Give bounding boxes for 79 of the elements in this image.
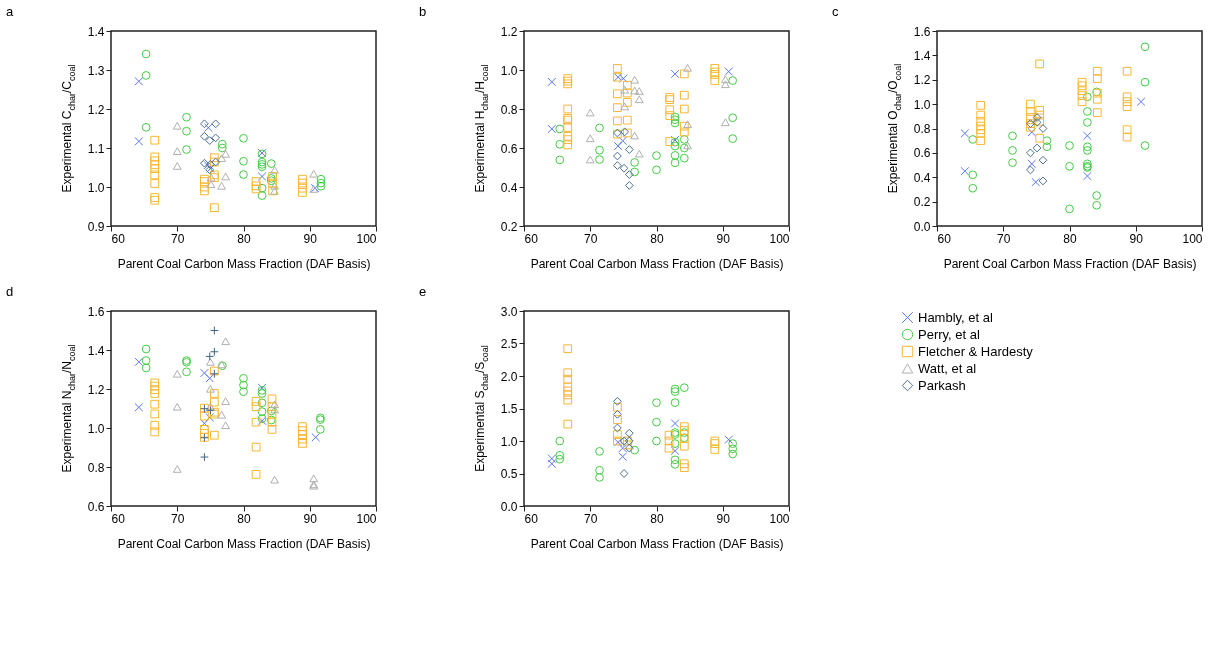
y-tick-label: 1.2 [87,382,105,397]
x-tick-label: 90 [716,231,731,246]
y-tick-label: 1.4 [87,343,105,358]
y-tick-label: 0.6 [500,141,518,156]
chart-title: d [6,284,14,299]
x-tick-label: 90 [303,511,318,526]
x-tick-label: 100 [1182,231,1203,246]
x-tick-label: 70 [171,511,185,526]
x-tick-label: 70 [997,231,1011,246]
x-tick-label: 70 [171,231,185,246]
y-axis-title: Experimental Nchar/Ncoal [60,344,77,473]
x-tick-label: 100 [769,511,790,526]
x-axis-title: Parent Coal Carbon Mass Fraction (DAF Basis) [117,256,371,271]
y-tick-label: 1.6 [87,304,105,319]
y-tick-label: 1.0 [87,180,105,195]
y-tick-label: 0.8 [913,122,931,136]
y-tick-label: 1.6 [913,24,931,39]
x-tick-label: 60 [524,511,539,526]
legend-label: Watt, et al [918,360,977,376]
x-tick-label: 90 [716,511,731,526]
chart-title: b [419,4,427,19]
y-axis-title: Experimental Ochar/Ocoal [886,63,903,194]
y-tick-label: 0.0 [500,499,518,514]
y-tick-label: 1.0 [87,421,105,436]
y-tick-label: 0.0 [913,219,931,234]
x-tick-label: 80 [650,511,664,526]
chart-title: c [832,4,839,19]
legend-label: Perry, et al [918,326,980,342]
y-tick-label: 2.5 [500,337,518,351]
y-tick-label: 1.2 [87,102,105,117]
x-tick-label: 60 [111,511,126,526]
y-tick-label: 0.2 [913,195,931,210]
x-axis-title: Parent Coal Carbon Mass Fraction (DAF Basis) [943,256,1197,271]
x-axis-title: Parent Coal Carbon Mass Fraction (DAF Basis) [117,536,371,551]
x-axis-title: Parent Coal Carbon Mass Fraction (DAF Basis) [530,256,784,271]
x-tick-label: 70 [584,511,598,526]
x-tick-label: 60 [524,231,539,246]
y-tick-label: 1.0 [500,63,518,78]
y-tick-label: 1.2 [913,73,931,88]
legend-label: Hambly, et al [918,309,994,325]
y-tick-label: 0.8 [500,102,518,117]
x-tick-label: 90 [303,231,318,246]
y-tick-label: 1.3 [87,63,105,78]
x-tick-label: 80 [237,511,251,526]
legend-label: Parkash [918,377,966,393]
x-tick-label: 80 [237,231,251,246]
x-tick-label: 60 [937,231,952,246]
x-tick-label: 60 [111,231,126,246]
y-tick-label: 1.1 [87,141,105,156]
y-tick-label: 3.0 [500,304,518,319]
y-tick-label: 0.4 [913,170,931,185]
legend-label: Fletcher & Hardesty [918,343,1034,359]
y-tick-label: 1.0 [500,434,518,449]
x-tick-label: 70 [584,231,598,246]
chart-title: e [419,284,427,299]
y-tick-label: 1.2 [500,24,518,39]
y-tick-label: 0.4 [500,180,518,195]
x-axis-title: Parent Coal Carbon Mass Fraction (DAF Basis) [530,536,784,551]
y-axis-title: Experimental Hchar/Hcoal [473,64,490,193]
x-tick-label: 100 [356,511,377,526]
x-tick-label: 90 [1129,231,1144,246]
x-tick-label: 80 [1063,231,1077,246]
y-tick-label: 1.0 [913,97,931,112]
x-tick-label: 100 [356,231,377,246]
y-tick-label: 0.5 [500,467,518,481]
chart-title: a [6,4,14,19]
y-tick-label: 0.6 [87,499,105,514]
y-tick-label: 0.6 [913,146,931,161]
y-tick-label: 0.8 [87,460,105,475]
y-tick-label: 1.4 [913,48,931,63]
y-tick-label: 0.2 [500,219,518,234]
y-tick-label: 1.4 [87,24,105,39]
y-tick-label: 0.9 [87,219,105,234]
x-tick-label: 100 [769,231,790,246]
y-axis-title: Experimental Schar/Scoal [473,345,490,472]
x-tick-label: 80 [650,231,664,246]
y-tick-label: 1.5 [500,402,518,416]
y-tick-label: 2.0 [500,369,518,384]
y-axis-title: Experimental Cchar/Ccoal [60,64,77,193]
